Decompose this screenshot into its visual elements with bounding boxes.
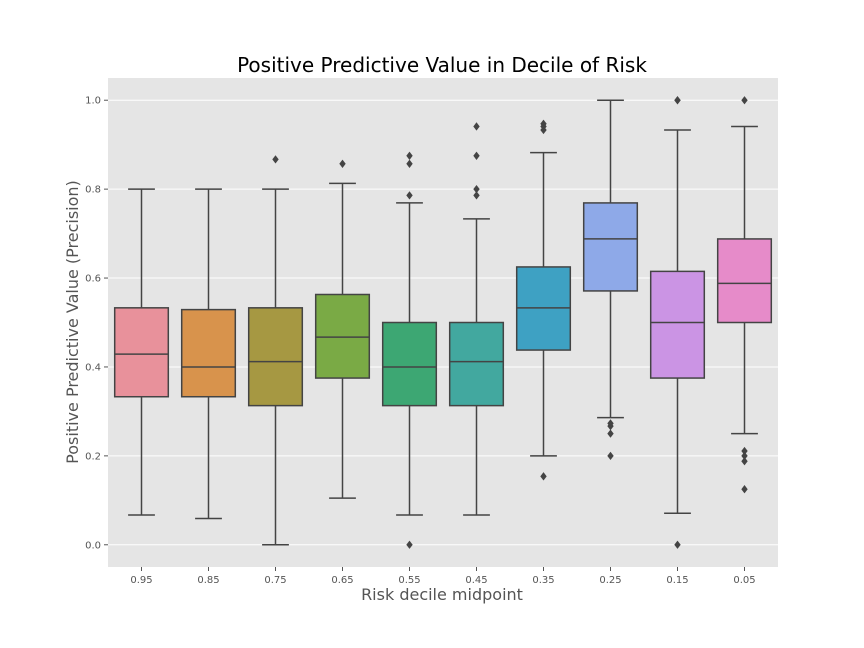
box-group xyxy=(515,119,572,481)
x-tick-label: 0.95 xyxy=(130,575,152,586)
outlier-point xyxy=(741,457,748,466)
x-tick-label: 0.45 xyxy=(465,575,487,586)
y-tick-label: 1.0 xyxy=(85,96,101,107)
y-tick-label: 0.8 xyxy=(85,185,101,196)
box-group xyxy=(314,159,371,499)
x-axis-ticks: 0.95 0.85 0.75 0.65 0.55 0.45 0.35 0.25 0.15 0.05 xyxy=(130,567,756,586)
outlier-point xyxy=(741,485,748,494)
outlier-point xyxy=(339,159,346,168)
iqr-box xyxy=(716,238,773,324)
box-group xyxy=(113,188,170,516)
outlier-point xyxy=(406,540,413,549)
outlier-point xyxy=(473,191,480,200)
x-tick-label: 0.05 xyxy=(733,575,755,586)
x-tick-label: 0.85 xyxy=(197,575,219,586)
outlier-point xyxy=(607,451,614,461)
iqr-box xyxy=(180,308,237,398)
outlier-point xyxy=(741,446,748,456)
outlier-point xyxy=(540,119,547,128)
x-axis-label: Risk decile midpoint xyxy=(361,585,523,604)
x-tick-label: 0.25 xyxy=(599,575,621,586)
outlier-point xyxy=(473,151,480,160)
outlier-point xyxy=(674,96,681,105)
y-axis-label: Positive Predictive Value (Precision) xyxy=(63,180,82,464)
outlier-point xyxy=(406,159,413,168)
x-tick-label: 0.65 xyxy=(331,575,353,586)
box-group xyxy=(649,96,706,549)
iqr-box xyxy=(381,321,438,407)
outlier-point xyxy=(406,151,413,160)
outlier-point xyxy=(473,184,480,194)
outlier-point xyxy=(272,155,279,164)
y-tick-label: 0.6 xyxy=(85,274,101,285)
box-group xyxy=(716,96,773,494)
outlier-point xyxy=(741,451,748,461)
box-group xyxy=(582,99,639,461)
iqr-box xyxy=(247,307,304,407)
outlier-point xyxy=(406,191,413,200)
x-tick-label: 0.55 xyxy=(398,575,420,586)
x-tick-label: 0.75 xyxy=(264,575,286,586)
iqr-box xyxy=(582,202,639,292)
iqr-box xyxy=(448,321,505,407)
box-group xyxy=(180,188,237,520)
y-tick-label: 0.0 xyxy=(85,540,101,551)
y-tick-label: 0.4 xyxy=(85,362,101,373)
outlier-point xyxy=(540,472,547,481)
outlier-point xyxy=(607,429,614,438)
box-group xyxy=(448,122,505,516)
x-tick-label: 0.35 xyxy=(532,575,554,586)
outlier-point xyxy=(674,540,681,549)
outlier-point xyxy=(607,419,614,428)
chart-title: Positive Predictive Value in Decile of R… xyxy=(237,53,647,77)
iqr-box xyxy=(113,307,170,398)
x-tick-label: 0.15 xyxy=(666,575,688,586)
box-group xyxy=(381,151,438,549)
outlier-point xyxy=(741,96,748,105)
box-group xyxy=(247,155,304,546)
y-axis-ticks: 0.0 0.2 0.4 0.6 0.8 1.0 xyxy=(85,96,108,551)
boxes xyxy=(113,96,773,549)
iqr-box xyxy=(314,293,371,379)
iqr-box xyxy=(649,270,706,379)
outlier-point xyxy=(473,122,480,131)
y-tick-label: 0.2 xyxy=(85,451,101,462)
